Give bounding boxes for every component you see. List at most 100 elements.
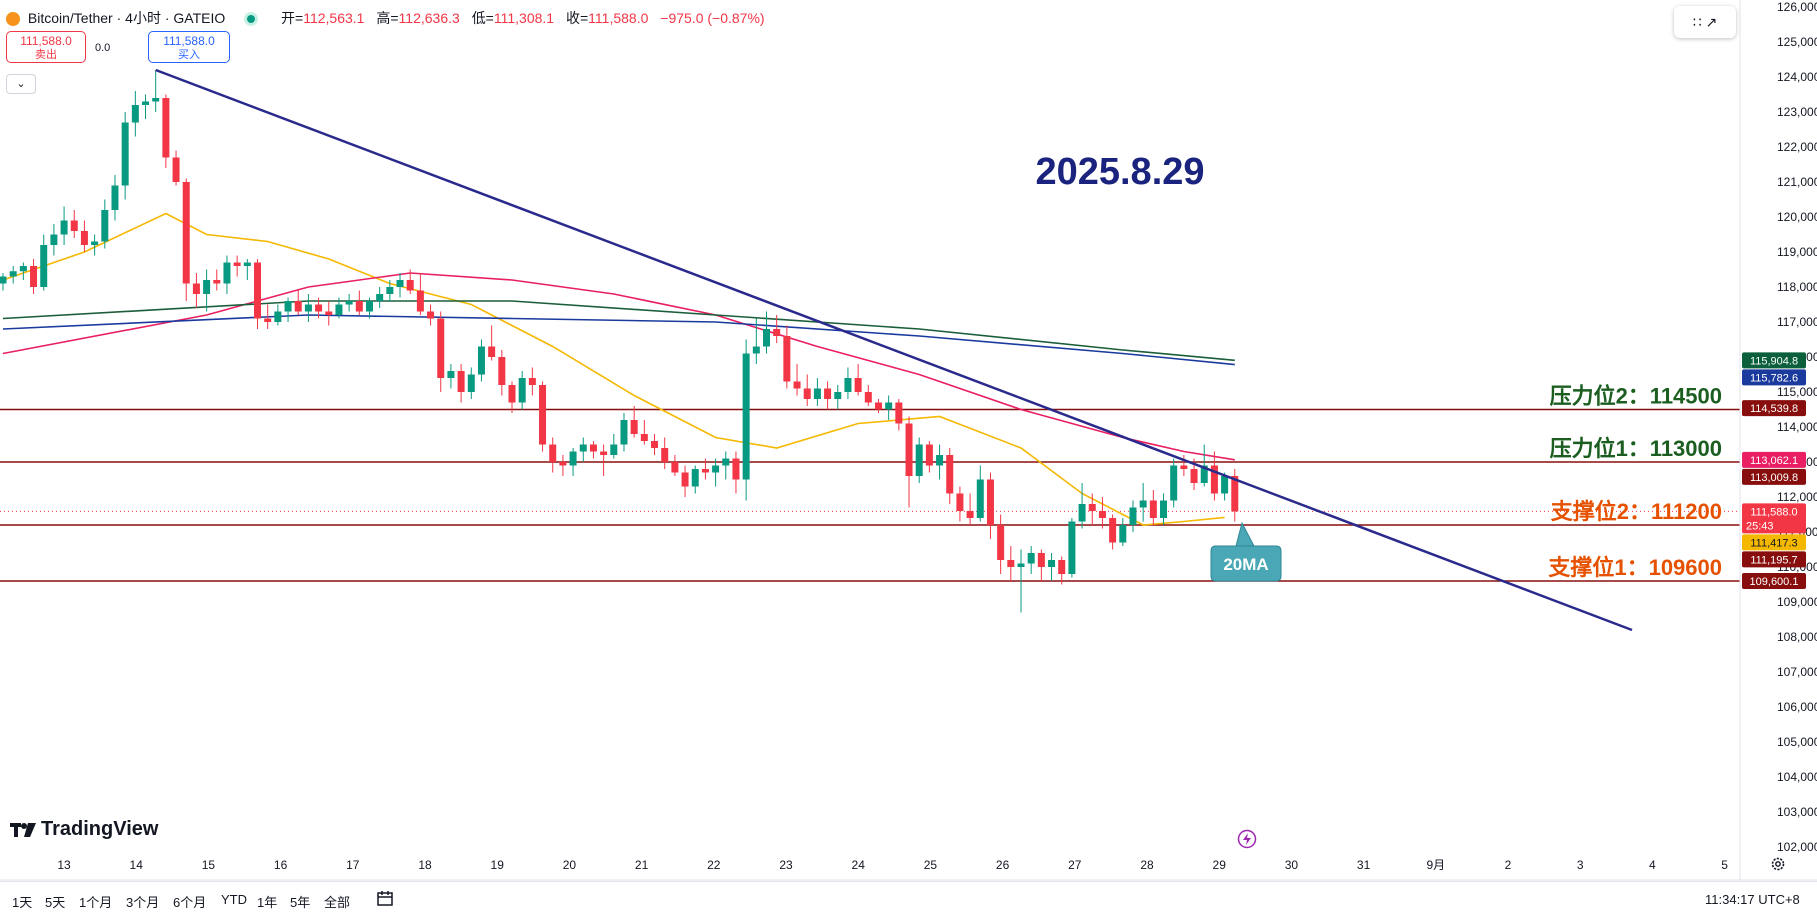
support-resistance-lines (0, 408, 1740, 582)
drawing-tool-icon: ∷ ↗ (1692, 14, 1718, 30)
buy-button[interactable]: 111,588.0 买入 (148, 31, 230, 63)
candle-body (732, 458, 740, 480)
candle-body (406, 280, 414, 291)
candle-body (864, 392, 872, 403)
range-1d-button[interactable]: 1天 (12, 895, 33, 910)
calendar-icon[interactable] (376, 890, 394, 908)
trendline (155, 68, 1633, 632)
tradingview-icon (10, 822, 36, 837)
candle-body (854, 378, 862, 392)
time-tick-label: 24 (852, 858, 866, 872)
time-tick-label: 15 (202, 858, 216, 872)
candle-body (844, 378, 852, 392)
price-badge (1742, 572, 1806, 589)
drawing-tool-button[interactable]: ∷ ↗ (1674, 6, 1736, 38)
candle-body (192, 283, 200, 294)
settings-icon[interactable] (1770, 856, 1786, 872)
range-1m-button[interactable]: 1个月 (79, 895, 113, 910)
range-5y-button[interactable]: 5年 (290, 895, 311, 910)
sell-label: 卖出 (35, 49, 57, 61)
candle-body (233, 262, 241, 266)
ma-line-ma200 (2, 314, 1235, 366)
time-tick-label: 17 (346, 858, 360, 872)
candle-body (264, 318, 272, 322)
candle-body (9, 271, 17, 277)
symbol-title[interactable]: Bitcoin/Tether · 4小时 · GATEIO (27, 10, 226, 26)
candle-body (1048, 560, 1056, 567)
candle-body (1078, 504, 1086, 522)
candle-body (600, 451, 608, 455)
candle-body (773, 329, 781, 336)
candle-body (121, 122, 129, 186)
downtrend-line (155, 68, 1633, 632)
candle-body (1221, 476, 1229, 494)
collapse-legend-button[interactable]: ⌄ (6, 74, 36, 94)
candle-body (895, 402, 903, 424)
candle-body (1139, 500, 1147, 508)
spread-value: 0.0 (95, 42, 111, 54)
candle-body (528, 378, 536, 385)
low-value: 111,308.1 (493, 10, 555, 26)
range-6m-button[interactable]: 6个月 (173, 895, 207, 910)
price-tick-label: 115,000.0 (1777, 385, 1817, 399)
time-tick-label: 2 (1505, 858, 1512, 872)
level-label: 支撑位2：111200 (1551, 499, 1722, 524)
time-tick-label: 4 (1649, 858, 1656, 872)
candle-body (1017, 563, 1025, 567)
low-label: 低= (471, 10, 494, 26)
range-1y-button[interactable]: 1年 (257, 895, 278, 910)
candle-body (203, 280, 211, 294)
candle-body (365, 301, 373, 312)
candle-body (661, 448, 669, 462)
candle-body (457, 371, 465, 392)
bitcoin-icon (6, 12, 20, 27)
range-3m-button[interactable]: 3个月 (126, 895, 160, 910)
price-tick-label: 120,000.0 (1777, 210, 1817, 224)
price-tick-label: 107,000.0 (1777, 665, 1817, 679)
candle-body (467, 374, 475, 392)
price-badge-label: 115,782.6 (1750, 372, 1798, 384)
time-tick-label: 19 (491, 858, 505, 872)
range-all-button[interactable]: 全部 (324, 895, 351, 910)
tradingview-logo: TradingView (10, 818, 158, 841)
price-badge-label: 113,062.1 (1750, 455, 1798, 467)
lightning-icon[interactable] (1237, 829, 1257, 849)
range-5d-button[interactable]: 5天 (45, 895, 66, 910)
candle-body (30, 266, 38, 287)
candles (0, 70, 1239, 613)
clock-readout[interactable]: 11:34:17 UTC+8 (1705, 892, 1800, 907)
sell-button[interactable]: 111,588.0 卖出 (6, 31, 86, 63)
ma-line-ma120 (2, 300, 1235, 362)
chevron-down-icon: ⌄ (16, 78, 26, 90)
candle-body (70, 220, 78, 231)
price-tick-label: 106,000.0 (1777, 700, 1817, 714)
price-badge-label: 111,195.7 (1750, 554, 1797, 566)
candle-body (437, 318, 445, 378)
candle-body (651, 441, 659, 448)
buy-price: 111,588.0 (163, 34, 215, 48)
candle-body (1160, 500, 1168, 518)
candle-body (1119, 525, 1127, 543)
candle-body (640, 434, 648, 441)
price-tick-label: 105,000.0 (1777, 735, 1817, 749)
chart-title: 2025.8.29 (1035, 151, 1204, 193)
time-tick-label: 3 (1577, 858, 1584, 872)
candle-body (1068, 521, 1076, 574)
price-badge (1742, 468, 1806, 485)
price-tick-label: 123,000.0 (1777, 105, 1817, 119)
candle-body (671, 462, 679, 473)
candle-body (885, 402, 893, 410)
price-badge (1742, 369, 1806, 386)
price-tick-label: 108,000.0 (1777, 630, 1817, 644)
price-tick-label: 103,000.0 (1777, 805, 1817, 819)
candle-body (976, 479, 984, 518)
candle-body (477, 346, 485, 375)
candle-body (925, 444, 933, 466)
candle-body (142, 101, 150, 105)
range-ytd-button[interactable]: YTD (221, 892, 247, 907)
candle-body (1088, 504, 1096, 511)
candle-body (752, 346, 760, 354)
time-tick-label: 5 (1721, 858, 1728, 872)
price-badge (1742, 551, 1806, 568)
